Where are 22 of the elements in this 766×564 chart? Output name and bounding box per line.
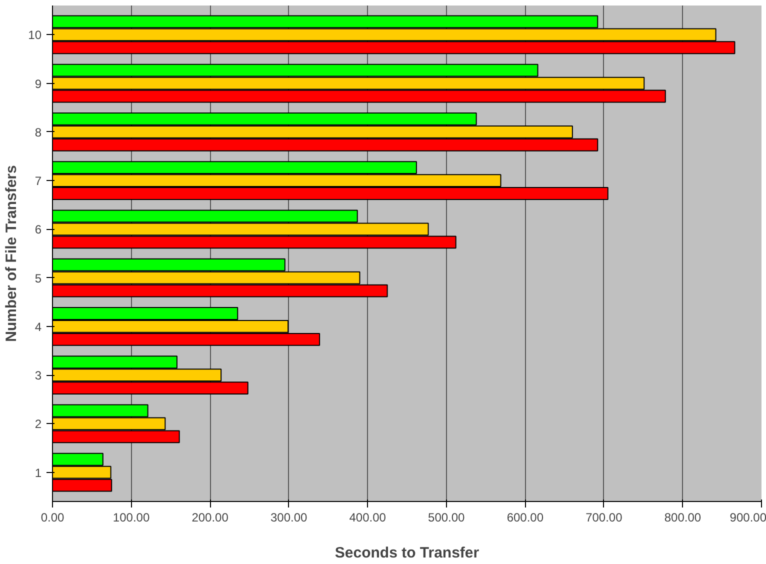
y-tick-label: 4: [34, 320, 42, 334]
y-tick-label: 9: [34, 76, 42, 91]
x-tick-label: 0.00: [40, 510, 65, 524]
x-tick-label: 400.00: [349, 510, 386, 524]
y-tick-label: 8: [34, 125, 42, 140]
y-tick-label: 3: [34, 368, 42, 383]
x-axis-title: Seconds to Transfer: [334, 544, 480, 562]
x-tick-label: 500.00: [428, 510, 466, 524]
x-tick-label: 800.00: [664, 510, 702, 524]
y-tick-label: 7: [34, 174, 42, 188]
x-tick-label: 100.00: [112, 510, 150, 524]
x-tick-label: 300.00: [270, 510, 308, 524]
x-tick-label: 600.00: [506, 510, 544, 524]
y-tick-label: 6: [34, 222, 42, 237]
x-tick-label: 700.00: [586, 510, 623, 524]
x-tick-label: 900.00: [730, 510, 766, 524]
y-tick-label: 2: [34, 417, 42, 432]
y-axis-title: Number of File Transfers: [3, 165, 20, 342]
y-tick-label: 5: [34, 271, 42, 286]
y-tick-label: 1: [34, 466, 42, 480]
x-tick-label: 200.00: [192, 510, 229, 524]
y-tick-label: 10: [28, 28, 42, 42]
